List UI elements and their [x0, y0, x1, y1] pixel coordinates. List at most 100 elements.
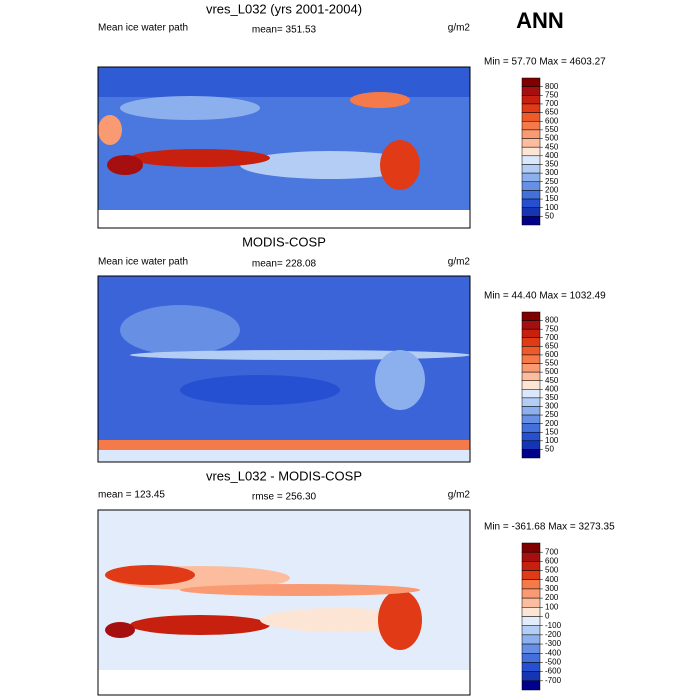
colorbar-box	[521, 328, 541, 339]
colorbar-box	[521, 634, 541, 645]
colorbar-label: 250	[545, 177, 559, 186]
colorbar-label: 400	[545, 575, 559, 584]
colorbar-box	[521, 579, 541, 590]
colorbar-label: 200	[545, 593, 559, 602]
colorbar-label: 400	[545, 384, 559, 393]
panel-title: MODIS-COSP	[242, 234, 326, 249]
colorbar-label: 550	[545, 125, 559, 134]
colorbar-box	[521, 172, 541, 183]
colorbar-box	[521, 155, 541, 165]
colorbar-box	[521, 561, 541, 571]
min-max: Min = 57.70 Max = 4603.27	[484, 57, 606, 68]
colorbar-box	[521, 354, 541, 364]
colorbar-box	[521, 363, 541, 373]
map-frame	[97, 275, 471, 463]
map-frame	[97, 66, 471, 229]
colorbar-box	[521, 164, 541, 174]
colorbar-label: 450	[545, 376, 559, 385]
colorbar-label: 150	[545, 427, 559, 436]
colorbar-label: 600	[545, 350, 559, 359]
colorbar-box	[521, 680, 541, 691]
panel-title: vres_L032 (yrs 2001-2004)	[206, 1, 362, 16]
colorbar-box	[521, 198, 541, 208]
colorbar-box	[521, 671, 541, 682]
colorbar-label: 700	[545, 99, 559, 108]
units-label: g/m2	[448, 490, 471, 501]
map-field	[98, 67, 470, 228]
colorbar-box	[521, 570, 541, 580]
colorbar-label: 100	[545, 602, 559, 611]
colorbar-box	[521, 320, 541, 330]
colorbar-label: 650	[545, 341, 559, 350]
colorbar-box	[521, 389, 541, 399]
colorbar-label: 350	[545, 393, 559, 402]
colorbar-label: 500	[545, 566, 559, 575]
map-field	[98, 510, 470, 695]
colorbar-box	[521, 625, 541, 636]
colorbar-box	[521, 95, 541, 105]
colorbar-box	[521, 440, 541, 450]
colorbar-label: 200	[545, 186, 559, 195]
colorbar-label: 600	[545, 556, 559, 565]
colorbar-box	[521, 607, 541, 617]
colorbar-box	[521, 311, 541, 321]
colorbar-box	[521, 190, 541, 200]
colorbar-box	[521, 380, 541, 390]
colorbar-label: 350	[545, 160, 559, 169]
colorbar-box	[521, 588, 541, 599]
colorbar-label: 50	[545, 211, 554, 220]
colorbar-label: -200	[545, 630, 562, 639]
colorbar-box	[521, 551, 541, 562]
colorbar-box	[521, 431, 541, 442]
colorbar-label: 100	[545, 436, 559, 445]
colorbar-label: -400	[545, 648, 562, 657]
colorbar-box	[521, 371, 541, 381]
colorbar-label: 700	[545, 333, 559, 342]
units-label: g/m2	[448, 23, 471, 34]
colorbar-label: 300	[545, 168, 559, 177]
colorbar-box	[521, 207, 541, 217]
colorbar-label: 50	[545, 445, 554, 454]
colorbar-box	[521, 120, 541, 131]
colorbar-label: -300	[545, 639, 562, 648]
colorbar-label: 400	[545, 151, 559, 160]
colorbar-box	[521, 112, 541, 122]
colorbar-box	[521, 542, 541, 553]
center-label: mean= 228.08	[252, 259, 317, 270]
min-max: Min = 44.40 Max = 1032.49	[484, 291, 606, 302]
colorbar-box	[521, 216, 541, 226]
colorbar-box	[521, 181, 541, 191]
colorbar-box	[521, 414, 541, 424]
colorbar-label: 300	[545, 402, 559, 411]
colorbar-label: 150	[545, 194, 559, 203]
colorbar-label: -500	[545, 658, 562, 667]
panel-title: vres_L032 - MODIS-COSP	[206, 468, 362, 483]
colorbar-box	[521, 337, 541, 347]
colorbar-label: 600	[545, 116, 559, 125]
colorbar-box	[521, 138, 541, 148]
colorbar-label: 550	[545, 359, 559, 368]
colorbar-box	[521, 423, 541, 433]
colorbar-label: 0	[545, 612, 550, 621]
colorbar-box	[521, 129, 541, 139]
colorbar-label: 700	[545, 547, 559, 556]
center-label: rmse = 256.30	[252, 492, 317, 503]
colorbar-box	[521, 77, 541, 87]
colorbar-label: 800	[545, 82, 559, 91]
colorbar-box	[521, 397, 541, 407]
left-label: Mean ice water path	[98, 23, 188, 34]
colorbar-label: 250	[545, 410, 559, 419]
colorbar-label: 100	[545, 203, 559, 212]
colorbar-box	[521, 146, 541, 157]
colorbar-box	[521, 597, 541, 608]
colorbar-label: 500	[545, 367, 559, 376]
colorbar-label: 450	[545, 142, 559, 151]
colorbar-label: -100	[545, 621, 562, 630]
left-label: Mean ice water path	[98, 257, 188, 268]
colorbar-label: 500	[545, 134, 559, 143]
colorbar-box	[521, 662, 541, 672]
colorbar-box	[521, 103, 541, 113]
map-field	[98, 276, 470, 462]
colorbar-box	[521, 406, 541, 416]
